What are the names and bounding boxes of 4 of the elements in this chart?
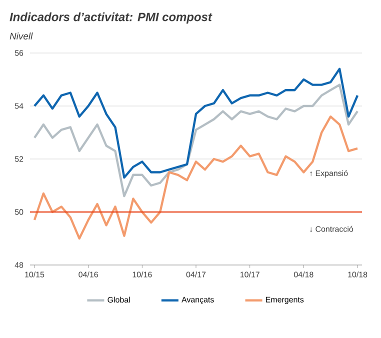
chart-subtitle: Nivell xyxy=(10,32,33,40)
line-series xyxy=(33,116,359,240)
line-series xyxy=(33,68,359,179)
chart-title: Indicadors d’activitat: PMI compost xyxy=(10,12,212,24)
